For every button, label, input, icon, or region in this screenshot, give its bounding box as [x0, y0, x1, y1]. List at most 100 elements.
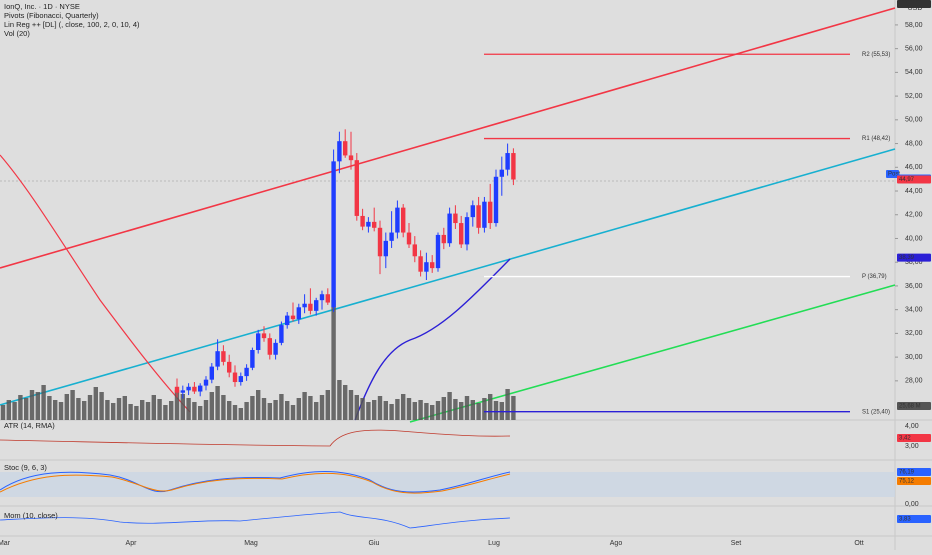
volume-bar	[209, 392, 214, 420]
price-badge-label: 44,97	[899, 177, 915, 183]
volume-bar	[105, 400, 110, 420]
volume-bar	[389, 404, 394, 420]
stoch-d	[0, 472, 511, 494]
volume-bar	[145, 402, 151, 420]
candle-body	[401, 207, 406, 233]
momentum-line	[0, 511, 511, 529]
y-tick-label: 44,00	[905, 188, 923, 195]
volume-bar	[70, 390, 75, 420]
candle-body	[337, 141, 342, 162]
volume-bar	[58, 402, 64, 420]
y-tick-label: 42,00	[905, 212, 923, 219]
channel-mid	[0, 148, 896, 406]
volume-bar	[505, 389, 510, 420]
candle-body	[273, 342, 278, 355]
x-tick-label: Lug	[488, 540, 500, 547]
candle-body	[348, 155, 354, 161]
price-badge-label: 25,68 M	[899, 404, 921, 410]
pivot-label: S1 (25,40)	[862, 409, 890, 415]
volume-bar	[435, 401, 441, 420]
candle-body	[221, 351, 226, 362]
volume-bar	[18, 395, 23, 420]
y-tick-label: 50,00	[905, 117, 923, 124]
volume-bar	[354, 395, 359, 420]
volume-bar	[366, 402, 371, 420]
volume-bar	[285, 401, 290, 420]
stoch-k	[0, 471, 511, 493]
candle-body	[186, 386, 191, 391]
legend-line: Pivots (Fibonacci, Quarterly)	[4, 11, 99, 20]
volume-bar	[122, 396, 127, 420]
legend-line: Vol (20)	[4, 29, 30, 38]
volume-bar	[459, 402, 464, 420]
volume-bar	[24, 398, 29, 420]
volume-bar	[360, 398, 365, 420]
volume-bar	[296, 398, 301, 420]
volume-bar	[29, 390, 35, 420]
volume-bar	[203, 400, 209, 420]
candle-body	[366, 221, 371, 227]
y-tick-label: 56,00	[905, 45, 923, 52]
volume-bar	[35, 392, 40, 420]
x-tick-label: Mag	[244, 540, 258, 547]
volume-bar	[169, 401, 174, 420]
volume-bar	[47, 396, 52, 420]
candle-body	[192, 386, 197, 392]
volume-bar	[470, 400, 475, 420]
volume-bar	[302, 392, 307, 420]
y-tick-label: 46,00	[905, 164, 923, 171]
volume-bar	[76, 398, 81, 420]
volume-bar	[308, 396, 313, 420]
price-badge	[897, 253, 931, 262]
volume-bar	[215, 386, 220, 420]
candle-body	[493, 176, 499, 224]
volume-bar	[290, 405, 296, 420]
volume-bar	[116, 398, 122, 420]
volume-bar	[476, 403, 481, 420]
legend-line: Lin Reg ++ [DL] (, close, 100, 2, 0, 10,…	[4, 20, 140, 29]
candle-body	[395, 207, 400, 233]
pivot-label: P (36,79)	[862, 274, 887, 280]
volume-bar	[273, 400, 278, 420]
volume-bar	[424, 403, 429, 420]
indicator-badge-label: 76,19	[899, 470, 915, 476]
candle-body	[430, 262, 435, 269]
indicator-title: Mom (10, close)	[4, 511, 58, 520]
volume-bar	[157, 399, 162, 420]
price-badge	[897, 0, 931, 8]
volume-bar	[499, 402, 504, 420]
volume-bar	[319, 395, 325, 420]
candle-body	[372, 221, 377, 228]
volume-bar	[337, 380, 342, 420]
candle-body	[314, 300, 319, 311]
volume-bar	[180, 394, 185, 420]
candle-body	[250, 350, 255, 368]
candle-body	[285, 315, 290, 326]
indicator-title: Stoc (9, 6, 3)	[4, 463, 47, 472]
volume-bar	[511, 396, 516, 420]
y-tick-label: 54,00	[905, 69, 923, 76]
y-tick-label: 40,00	[905, 235, 923, 242]
indicator-tick-label: 3,00	[905, 443, 919, 450]
volume-bar	[99, 392, 104, 420]
y-tick-label: 32,00	[905, 330, 923, 337]
candle-body	[418, 256, 423, 272]
volume-bar	[406, 398, 412, 420]
volume-bar	[111, 403, 116, 420]
volume-bar	[493, 401, 499, 420]
legend-line: IonQ, Inc. · 1D · NYSE	[4, 2, 80, 11]
candle-body	[331, 161, 336, 308]
volume-bar	[6, 400, 11, 420]
candle-body	[209, 366, 214, 380]
volume-bar	[128, 404, 133, 420]
volume-bar	[401, 394, 406, 420]
candle-body	[279, 325, 284, 343]
price-badge	[897, 402, 931, 410]
candle-body	[360, 215, 365, 227]
candle-body	[256, 333, 261, 350]
candle-body	[180, 390, 185, 393]
indicator-badge	[897, 434, 931, 442]
volume-bar	[464, 396, 470, 420]
candle-body	[459, 223, 464, 245]
